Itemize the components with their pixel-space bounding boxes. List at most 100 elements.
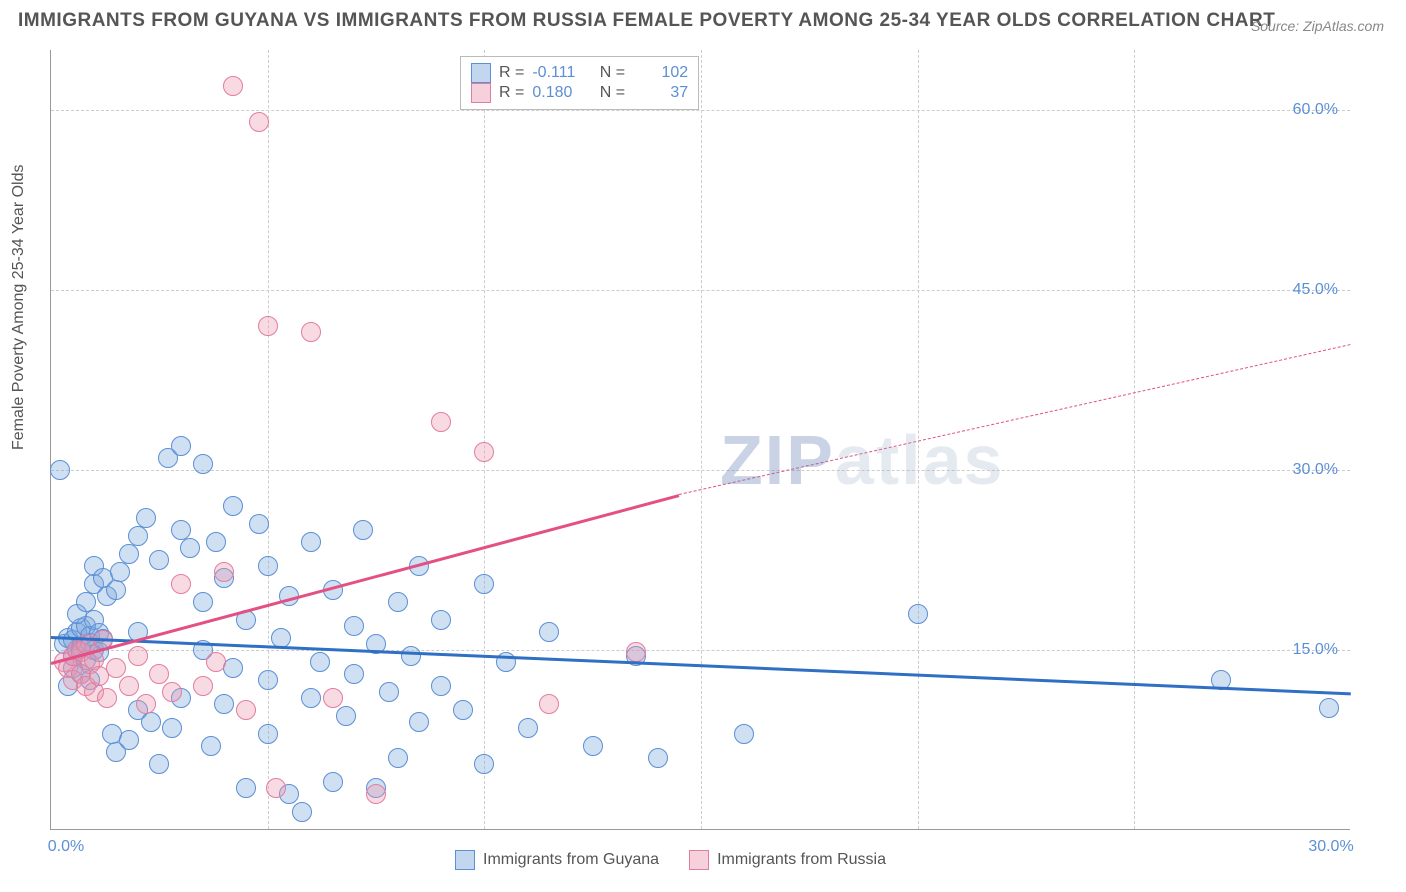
data-point xyxy=(301,322,321,342)
x-tick-label: 0.0% xyxy=(48,838,84,856)
legend-label: Immigrants from Russia xyxy=(717,851,886,869)
data-point xyxy=(388,592,408,612)
data-point xyxy=(136,508,156,528)
data-point xyxy=(583,736,603,756)
data-point xyxy=(236,700,256,720)
data-point xyxy=(193,592,213,612)
data-point xyxy=(214,562,234,582)
data-point xyxy=(206,532,226,552)
data-point xyxy=(310,652,330,672)
data-point xyxy=(193,454,213,474)
trend-line xyxy=(679,344,1351,495)
data-point xyxy=(171,436,191,456)
y-tick-label: 30.0% xyxy=(1293,461,1338,479)
data-point xyxy=(301,688,321,708)
data-point xyxy=(401,646,421,666)
data-point xyxy=(193,676,213,696)
data-point xyxy=(323,772,343,792)
stat-n-value: 102 xyxy=(633,64,688,82)
data-point xyxy=(648,748,668,768)
data-point xyxy=(236,778,256,798)
gridline-vertical xyxy=(1134,50,1135,829)
data-point xyxy=(171,520,191,540)
data-point xyxy=(50,460,70,480)
data-point xyxy=(366,784,386,804)
y-tick-label: 45.0% xyxy=(1293,281,1338,299)
source-label: Source: ZipAtlas.com xyxy=(1251,18,1384,34)
data-point xyxy=(258,316,278,336)
x-tick-label: 30.0% xyxy=(1308,838,1353,856)
stat-n-value: 37 xyxy=(633,84,688,102)
data-point xyxy=(223,76,243,96)
data-point xyxy=(344,616,364,636)
gridline-vertical xyxy=(484,50,485,829)
data-point xyxy=(201,736,221,756)
data-point xyxy=(379,682,399,702)
legend-swatch xyxy=(455,850,475,870)
y-axis-label: Female Poverty Among 25-34 Year Olds xyxy=(10,165,28,451)
stat-r-value: 0.180 xyxy=(532,84,587,102)
data-point xyxy=(119,544,139,564)
data-point xyxy=(136,694,156,714)
legend-swatch xyxy=(689,850,709,870)
data-point xyxy=(301,532,321,552)
data-point xyxy=(453,700,473,720)
data-point xyxy=(474,442,494,462)
data-point xyxy=(258,724,278,744)
data-point xyxy=(141,712,161,732)
data-point xyxy=(97,688,117,708)
data-point xyxy=(119,730,139,750)
chart-title: IMMIGRANTS FROM GUYANA VS IMMIGRANTS FRO… xyxy=(18,10,1275,32)
legend-item: Immigrants from Russia xyxy=(689,850,886,870)
data-point xyxy=(171,574,191,594)
y-tick-label: 15.0% xyxy=(1293,641,1338,659)
legend-swatch xyxy=(471,83,491,103)
data-point xyxy=(128,646,148,666)
gridline-vertical xyxy=(268,50,269,829)
data-point xyxy=(249,514,269,534)
data-point xyxy=(223,658,243,678)
data-point xyxy=(206,652,226,672)
data-point xyxy=(539,622,559,642)
data-point xyxy=(128,526,148,546)
data-point xyxy=(223,496,243,516)
data-point xyxy=(162,682,182,702)
data-point xyxy=(353,520,373,540)
data-point xyxy=(258,556,278,576)
data-point xyxy=(431,610,451,630)
data-point xyxy=(474,754,494,774)
data-point xyxy=(162,718,182,738)
stat-r-value: -0.111 xyxy=(532,64,587,82)
data-point xyxy=(539,694,559,714)
gridline-vertical xyxy=(701,50,702,829)
data-point xyxy=(388,748,408,768)
series-legend: Immigrants from Guyana Immigrants from Ru… xyxy=(455,850,886,870)
data-point xyxy=(734,724,754,744)
stat-n-label: N = xyxy=(595,64,625,82)
data-point xyxy=(409,712,429,732)
data-point xyxy=(149,664,169,684)
data-point xyxy=(180,538,200,558)
data-point xyxy=(106,658,126,678)
data-point xyxy=(119,676,139,696)
data-point xyxy=(149,550,169,570)
stats-legend-box: R = -0.111 N = 102R = 0.180 N = 37 xyxy=(460,56,699,110)
data-point xyxy=(474,574,494,594)
plot-area: 15.0%30.0%45.0%60.0%0.0%30.0% xyxy=(50,50,1350,830)
stats-row: R = -0.111 N = 102 xyxy=(471,63,688,83)
data-point xyxy=(249,112,269,132)
stat-r-label: R = xyxy=(499,64,524,82)
data-point xyxy=(323,688,343,708)
legend-item: Immigrants from Guyana xyxy=(455,850,659,870)
stats-row: R = 0.180 N = 37 xyxy=(471,83,688,103)
data-point xyxy=(149,754,169,774)
stat-r-label: R = xyxy=(499,84,524,102)
legend-label: Immigrants from Guyana xyxy=(483,851,659,869)
legend-swatch xyxy=(471,63,491,83)
data-point xyxy=(336,706,356,726)
stat-n-label: N = xyxy=(595,84,625,102)
data-point xyxy=(626,642,646,662)
data-point xyxy=(214,694,234,714)
data-point xyxy=(110,562,130,582)
data-point xyxy=(106,580,126,600)
